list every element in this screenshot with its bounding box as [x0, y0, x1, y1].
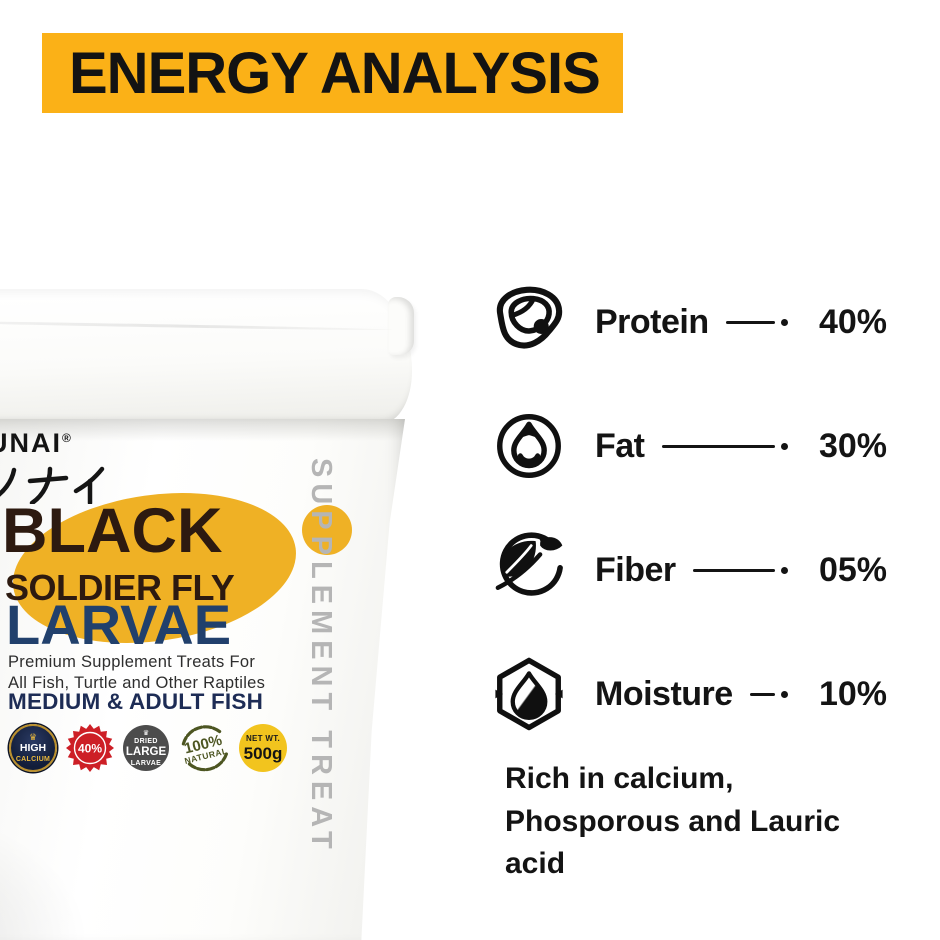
page-title: ENERGY ANALYSIS — [69, 40, 601, 106]
nutrition-value: 05% — [818, 550, 887, 589]
badge-row: ♛ HIGH CALCIUM 40% ♛ DRIED LARGE LARVAE — [9, 721, 287, 775]
nutrition-label: Moisture — [595, 674, 733, 713]
tagline-line-2: All Fish, Turtle and Other Raptiles — [8, 674, 266, 693]
product-title-larvae: LARVAE — [6, 593, 232, 656]
header-banner: ENERGY ANALYSIS — [42, 33, 623, 113]
nutrition-row-fat: Fat 30% — [487, 404, 887, 488]
badge-text: LARGE — [125, 745, 167, 758]
badge-text: LARVAE — [130, 759, 162, 767]
fat-droplet-icon — [487, 404, 571, 488]
bucket-lid — [0, 289, 412, 423]
nutrition-row-moisture: Moisture 10% — [487, 652, 887, 736]
badge-text: NET WT. — [245, 733, 281, 743]
product-title-soldier-fly: SOLDIER FLY — [5, 567, 235, 608]
badge-text: DRIED — [134, 738, 158, 745]
nutrition-label: Protein — [595, 302, 709, 341]
brand-logo: UNAI® — [0, 428, 73, 459]
natural-stamp-icon: 100% NATURAL — [181, 725, 228, 772]
leader-line — [692, 566, 789, 574]
net-weight-badge: NET WT. 500g — [239, 724, 287, 772]
badge-text: HIGH — [19, 742, 47, 755]
crown-icon: ♛ — [28, 732, 38, 743]
nutrition-label: Fat — [595, 426, 645, 465]
product-title-black: BLACK — [2, 496, 223, 566]
footnote-text: Rich in calcium, Phosporous and Lauric a… — [505, 758, 840, 886]
badge-text: 500g — [243, 743, 283, 763]
larva-shape-head — [302, 505, 352, 555]
badge-text: 40% — [78, 742, 102, 756]
footnote-line-1: Rich in calcium, — [505, 762, 734, 795]
crown-icon: ♛ — [142, 729, 150, 737]
dried-large-larvae-badge: ♛ DRIED LARGE LARVAE — [123, 725, 169, 771]
nutrition-label: Fiber — [595, 550, 676, 589]
footnote-line-3: acid — [505, 847, 566, 881]
nutrition-row-fiber: Fiber 05% — [487, 528, 887, 612]
nutrition-value: 40% — [818, 302, 887, 341]
tagline-line-1: Premium Supplement Treats For — [8, 653, 256, 671]
starburst-icon: 40% — [66, 724, 114, 772]
leader-line — [749, 690, 789, 698]
footnote-line-2: Phosporous and Lauric — [505, 804, 841, 838]
bucket-lid-lip — [388, 297, 414, 355]
nutrition-row-protein: Protein 40% — [487, 280, 887, 364]
side-text-supplement-treat: SUPPLEMENT TREAT — [305, 458, 337, 855]
brand-katakana — [0, 466, 105, 504]
badge-text: CALCIUM — [15, 755, 51, 763]
leader-line — [661, 442, 788, 450]
natural-stamp-badge: 100% NATURAL — [177, 721, 231, 775]
product-tagline: Premium Supplement Treats For All Fish, … — [8, 652, 265, 695]
nutrition-panel: Protein 40% Fat 30% — [487, 280, 887, 776]
high-calcium-badge: ♛ HIGH CALCIUM — [9, 724, 57, 772]
moisture-drop-hexagon-icon — [487, 652, 571, 736]
leader-line — [725, 318, 789, 326]
registered-mark: ® — [62, 431, 73, 445]
nutrition-value: 10% — [818, 674, 887, 713]
nutrition-value: 30% — [818, 426, 887, 465]
fiber-leaves-icon — [487, 528, 571, 612]
meat-steak-icon — [487, 280, 571, 364]
audience-label: MEDIUM & ADULT FISH — [8, 689, 264, 714]
protein-40-starburst-badge: 40% — [65, 723, 115, 773]
brand-latin: UNAI — [0, 428, 62, 458]
